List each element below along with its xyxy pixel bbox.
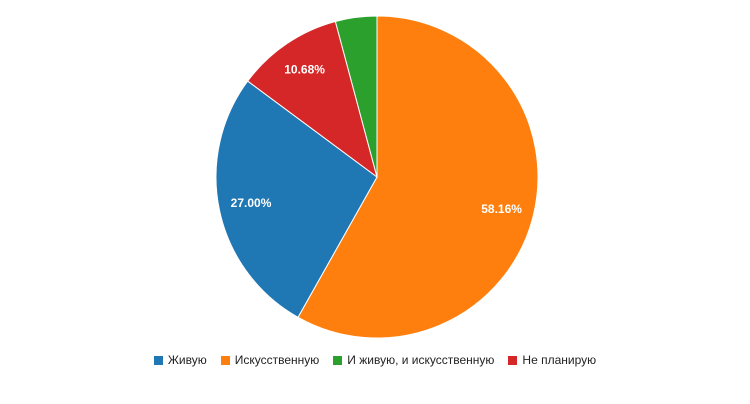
pie-slice (334, 15, 378, 178)
slice-label: 27.00% (231, 196, 272, 210)
slice-label: 58.16% (481, 202, 522, 216)
legend: Живую Искусственную И живую, и искусственн… (0, 353, 750, 367)
legend-swatch (153, 355, 163, 365)
legend-item: Искусственную (220, 353, 320, 367)
legend-swatch (333, 355, 343, 365)
legend-label: Живую (167, 353, 207, 367)
pie-slice (215, 80, 378, 318)
legend-label: Не планирую (522, 353, 597, 367)
pie-slice (297, 15, 539, 339)
legend-item: Живую (153, 353, 207, 367)
legend-item: И живую, и искусственную (333, 353, 494, 367)
legend-label: И живую, и искусственную (347, 353, 495, 367)
legend-swatch (220, 355, 230, 365)
legend-item: Не планирую (508, 353, 596, 367)
slice-label: 10.68% (284, 63, 325, 77)
chart: 58.16% 27.00% 10.68% (215, 15, 539, 339)
legend-label: Искусственную (234, 353, 320, 367)
pie-slice (247, 20, 378, 179)
legend-swatch (508, 355, 518, 365)
